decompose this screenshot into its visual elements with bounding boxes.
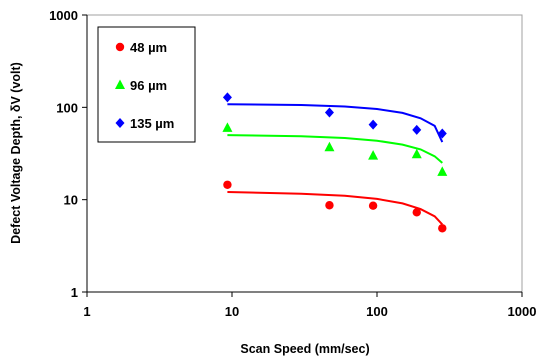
data-point-series-1 [438,224,446,232]
legend-label-series-1: 48 µm [130,40,167,55]
y-tick-label: 1000 [49,8,78,23]
x-tick-label: 10 [225,304,239,319]
x-tick-label: 100 [366,304,388,319]
data-point-series-1 [413,208,421,216]
data-point-series-1 [223,181,231,189]
legend-label-series-2: 96 µm [130,78,167,93]
data-point-series-1 [325,201,333,209]
y-tick-label: 100 [56,100,78,115]
x-tick-label: 1 [83,304,90,319]
y-axis-title: Defect Voltage Depth, δV (volt) [9,62,23,244]
legend-marker-series-1 [116,43,124,51]
x-tick-label: 1000 [508,304,537,319]
legend-label-series-3: 135 µm [130,116,174,131]
y-tick-label: 1 [71,285,78,300]
data-point-series-1 [369,202,377,210]
x-axis-title: Scan Speed (mm/sec) [240,342,369,356]
legend: 48 µm 96 µm 135 µm [98,27,195,142]
y-tick-label: 10 [64,193,78,208]
